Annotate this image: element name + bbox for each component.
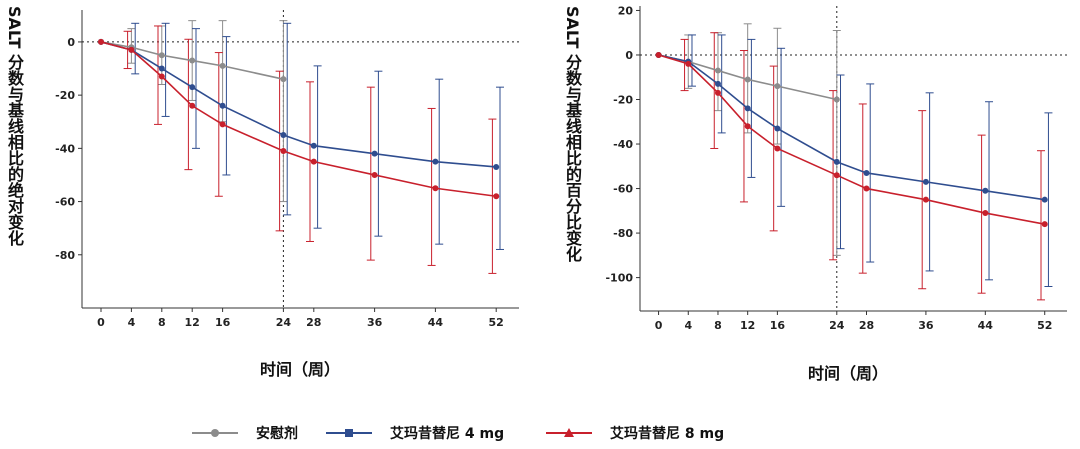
left-chart-dose8-data-point [98, 38, 104, 45]
right-chart-dose4-data-point [922, 178, 929, 185]
left-chart-x-tick-label: 52 [489, 316, 504, 329]
right-chart-dose8-series-line [658, 54, 1045, 225]
left-chart-placebo-series-line [100, 41, 284, 80]
left-chart-placebo-data-point [189, 57, 196, 64]
left-chart-dose4-data-point [432, 158, 439, 165]
right-chart-placebo-data-point [833, 96, 840, 103]
left-chart-dose4-data-point [189, 84, 196, 91]
right-chart-x-tick-label: 12 [740, 319, 755, 332]
left-chart-dose4-data-point [158, 65, 165, 72]
left-chart-dose4-data-point [219, 102, 226, 109]
right-chart-dose8-data-point [1041, 221, 1048, 228]
left-chart-dose8-data-point [128, 46, 135, 53]
right-chart-y-tick-label: 20 [618, 4, 634, 17]
left-chart-dose4-series-line [100, 41, 497, 168]
right-chart-dose4-data-point [833, 158, 840, 165]
right-chart-dose4-data-point [1041, 196, 1048, 203]
left-chart-x-tick-label: 36 [367, 316, 383, 329]
right-chart-dose8-data-point [655, 51, 662, 58]
left-chart-dose4-data-point [280, 132, 287, 139]
right-chart-placebo-data-point [714, 67, 721, 74]
right-chart-x-tick-label: 52 [1037, 319, 1052, 332]
left-chart-y-tick-label: -20 [55, 89, 75, 102]
left-chart-placebo-data-point [158, 52, 165, 59]
left-chart-dose4-data-point [493, 163, 500, 170]
legend: 安慰剂 艾玛昔替尼 4 mg 艾玛昔替尼 8 mg [0, 420, 1080, 448]
right-chart-dose4-data-point [774, 125, 781, 132]
right-chart-y-tick-label: -100 [605, 272, 633, 285]
right-chart-x-tick-label: 24 [829, 319, 845, 332]
right-chart-dose4-series-line [658, 54, 1045, 201]
left-chart-dose8-data-point [189, 102, 196, 109]
left-chart-x-tick-label: 0 [97, 316, 105, 329]
right-chart-dose8-data-point [922, 196, 929, 203]
right-chart-x-tick-label: 44 [978, 319, 994, 332]
left-chart-dose8-data-point [280, 148, 287, 155]
left-chart-y-tick-label: -60 [55, 196, 75, 209]
right-chart-y-axis-label: SALT 分数与基线相比的百分比变化 [563, 6, 582, 262]
right-chart-x-tick-label: 36 [918, 319, 934, 332]
left-chart-dose8-data-point [219, 121, 226, 128]
right-chart-dose8-data-point [833, 172, 840, 179]
left-chart-y-tick-label: 0 [67, 36, 75, 49]
left-chart-dose8-data-point [371, 171, 378, 178]
legend-item-placebo: 安慰剂 [192, 420, 298, 446]
right-chart-y-tick-label: -40 [613, 138, 633, 151]
left-chart-placebo-data-point [280, 76, 287, 83]
left-chart-x-tick-label: 16 [215, 316, 231, 329]
right-chart-dose8-data-point [744, 123, 751, 130]
right-chart-x-tick-label: 16 [770, 319, 786, 332]
right-chart-y-tick-label: -20 [613, 94, 633, 107]
right-chart-y-tick-label: -60 [613, 183, 633, 196]
left-chart-dose8-series-line [100, 41, 497, 198]
right-chart-dose4-data-point [863, 169, 870, 176]
left-chart-dose8-data-point [432, 185, 439, 192]
left-chart-placebo-data-point [219, 62, 226, 69]
right-chart-dose8-data-point [714, 89, 721, 96]
left-chart-x-tick-label: 28 [306, 316, 321, 329]
left-chart-dose4-data-point [371, 150, 378, 157]
right-chart-placebo-data-point [774, 83, 781, 90]
left-chart-y-axis-label: SALT 分数与基线相比的绝对变化 [5, 6, 24, 246]
left-chart-dose8-data-point [493, 193, 500, 200]
right-chart-dose8-data-point [685, 60, 692, 67]
right-chart-dose8-data-point [863, 185, 870, 192]
placebo-line-circle-icon [192, 429, 238, 437]
right-chart-y-tick-label: 0 [625, 49, 633, 62]
legend-label-dose4: 艾玛昔替尼 4 mg [390, 426, 505, 442]
dose8-line-triangle-icon [546, 428, 592, 437]
left-chart-x-tick-label: 12 [185, 316, 200, 329]
right-chart-plot-area [640, 6, 1067, 311]
left-chart-x-tick-label: 24 [276, 316, 292, 329]
left-chart-x-axis-label: 时间（周） [259, 360, 341, 379]
right-chart-dose8-data-point [982, 210, 989, 217]
left-chart-dose8-data-point [310, 158, 317, 165]
right-chart-dose4-data-point [744, 105, 751, 112]
right-chart-x-axis-label: 时间（周） [807, 364, 889, 383]
left-chart-plot-area [82, 10, 519, 308]
left-chart-x-tick-label: 44 [428, 316, 444, 329]
legend-label-dose8: 艾玛昔替尼 8 mg [610, 426, 725, 442]
right-chart-dose8-data-point [774, 145, 781, 152]
right-chart-dose4-data-point [714, 80, 721, 87]
right-chart-y-tick-label: -80 [613, 227, 633, 240]
left-chart-y-tick-label: -40 [55, 142, 75, 155]
left-chart-dose8-data-point [158, 73, 165, 80]
right-chart-x-tick-label: 0 [655, 319, 663, 332]
right-chart-dose4-data-point [982, 187, 989, 194]
legend-item-dose4: 艾玛昔替尼 4 mg [326, 420, 504, 446]
dose4-line-square-icon [326, 429, 372, 437]
right-chart-x-tick-label: 8 [714, 319, 722, 332]
right-chart-placebo-data-point [744, 76, 751, 83]
right-chart-x-tick-label: 4 [684, 319, 692, 332]
left-chart-dose4-data-point [310, 142, 317, 149]
legend-item-dose8: 艾玛昔替尼 8 mg [546, 420, 724, 446]
left-chart-x-tick-label: 8 [158, 316, 166, 329]
legend-label-placebo: 安慰剂 [256, 426, 298, 442]
left-chart-x-tick-label: 4 [128, 316, 136, 329]
left-chart-y-tick-label: -80 [55, 249, 75, 262]
right-chart-x-tick-label: 28 [859, 319, 874, 332]
